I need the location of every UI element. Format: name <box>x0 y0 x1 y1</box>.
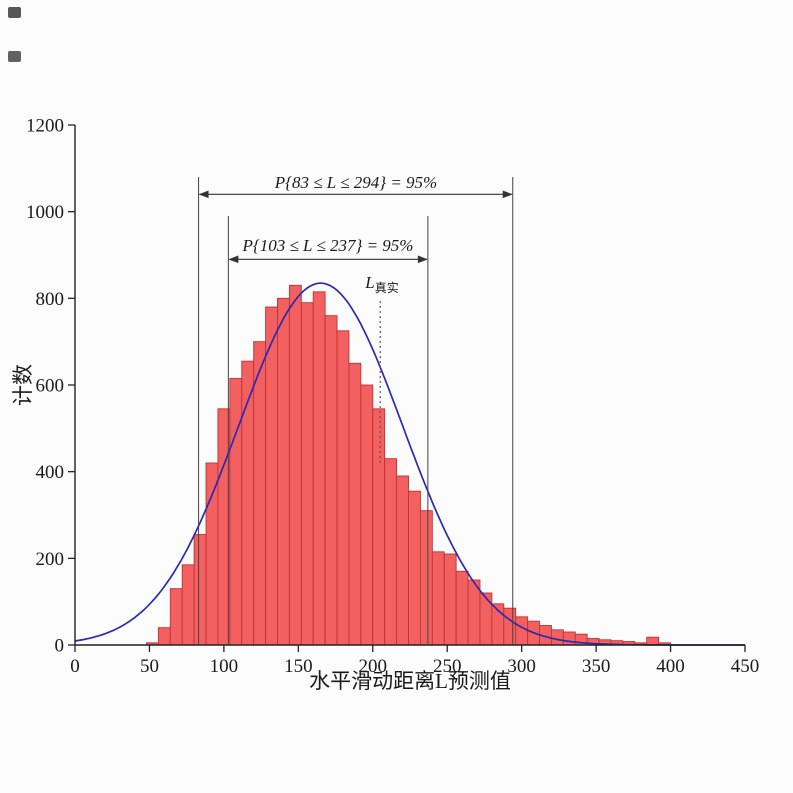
histogram-bar <box>193 534 207 646</box>
x-tick-label: 200 <box>359 656 388 677</box>
histogram-bar <box>265 306 278 646</box>
histogram-bar <box>550 629 564 646</box>
histogram-bar <box>419 510 433 646</box>
histogram-bar <box>479 592 493 646</box>
y-tick-label: 200 <box>36 549 65 570</box>
y-tick-label: 1200 <box>26 116 64 137</box>
histogram-bar <box>205 462 219 646</box>
histogram-bar <box>455 570 469 646</box>
histogram-bar <box>408 490 421 646</box>
histogram-bar <box>372 408 386 646</box>
histogram-bar <box>300 302 314 646</box>
y-tick-label: 0 <box>55 636 65 657</box>
y-axis-title: 计数 <box>11 364 35 406</box>
x-axis-title: 水平滑动距离L预测值 <box>309 669 511 693</box>
histogram-bars <box>146 284 672 646</box>
histogram-bar <box>431 551 445 646</box>
histogram-bar <box>312 291 326 646</box>
y-tick-label: 1000 <box>26 202 64 223</box>
histogram-bar <box>646 636 660 646</box>
true-value-label-sub: 真实 <box>375 280 399 295</box>
histogram-bar <box>384 458 398 646</box>
histogram-bar <box>169 588 183 646</box>
y-tick-label: 800 <box>36 289 65 310</box>
histogram-bar <box>503 607 517 646</box>
histogram-bar <box>515 616 529 646</box>
x-tick-label: 350 <box>582 656 611 677</box>
x-tick-label: 100 <box>210 656 239 677</box>
scan-artifact <box>8 7 21 18</box>
interval-annotations <box>198 177 514 645</box>
x-tick-label: 450 <box>731 656 760 677</box>
outer-interval-arrowhead-right <box>502 190 513 199</box>
histogram-bar <box>229 378 243 646</box>
histogram-bar <box>348 362 362 646</box>
axes: 0 200 400 600 800 1000 1200 0 50 100 150 200 250 300 3… <box>26 116 759 678</box>
histogram-bar <box>443 553 457 646</box>
histogram-bar <box>396 475 409 646</box>
outer-interval-label: P{83 ≤ L ≤ 294} = 95% <box>274 173 437 192</box>
histogram-bar <box>562 631 576 646</box>
y-tick-label: 400 <box>36 462 65 483</box>
x-tick-label: 300 <box>507 656 536 677</box>
x-tick-label: 0 <box>70 656 80 677</box>
histogram-bar <box>157 627 171 646</box>
histogram-bar <box>253 341 267 646</box>
scan-artifact <box>8 51 21 62</box>
histogram-bar <box>288 284 302 646</box>
x-tick-label: 250 <box>433 656 462 677</box>
true-value-label-main: L <box>364 273 374 292</box>
histogram-bar <box>181 564 195 646</box>
x-tick-label: 150 <box>284 656 313 677</box>
histogram-bar <box>277 297 290 646</box>
histogram-bar <box>324 315 338 646</box>
histogram-bar <box>336 330 350 646</box>
inner-interval-label: P{103 ≤ L ≤ 237} = 95% <box>242 236 414 255</box>
inner-interval-arrowhead-left <box>228 255 239 264</box>
y-tick-label: 600 <box>36 376 65 397</box>
x-tick-label: 400 <box>656 656 685 677</box>
x-tick-label: 50 <box>140 656 159 677</box>
true-value-label: L真实 <box>364 273 398 295</box>
histogram-bar <box>467 579 481 646</box>
outer-interval-arrowhead-left <box>198 190 209 199</box>
histogram-bar <box>360 384 374 646</box>
inner-interval-arrowhead-right <box>417 255 428 264</box>
